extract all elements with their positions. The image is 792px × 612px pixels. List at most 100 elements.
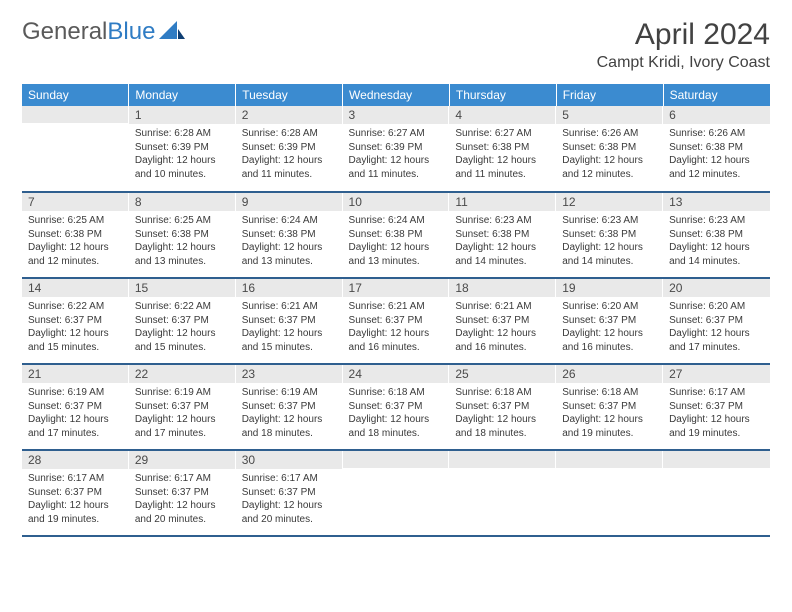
- day-detail: Sunrise: 6:19 AMSunset: 6:37 PMDaylight:…: [129, 383, 236, 444]
- day-number: 28: [22, 451, 129, 469]
- day-detail: Sunrise: 6:28 AMSunset: 6:39 PMDaylight:…: [236, 124, 343, 185]
- day-detail: Sunrise: 6:24 AMSunset: 6:38 PMDaylight:…: [343, 211, 450, 272]
- page-header: GeneralBlue April 2024 Campt Kridi, Ivor…: [22, 18, 770, 72]
- day-detail: Sunrise: 6:23 AMSunset: 6:38 PMDaylight:…: [449, 211, 556, 272]
- day-detail-line: Sunrise: 6:19 AM: [135, 386, 230, 400]
- day-detail-line: and 14 minutes.: [562, 255, 657, 269]
- day-detail-line: Daylight: 12 hours: [669, 241, 764, 255]
- day-detail-line: Sunset: 6:37 PM: [28, 486, 123, 500]
- day-detail-line: and 11 minutes.: [349, 168, 444, 182]
- day-number: 26: [556, 365, 663, 383]
- calendar-day-cell: 28Sunrise: 6:17 AMSunset: 6:37 PMDayligh…: [22, 450, 129, 536]
- weekday-header: Saturday: [663, 84, 770, 106]
- day-number: 22: [129, 365, 236, 383]
- calendar-day-cell: 12Sunrise: 6:23 AMSunset: 6:38 PMDayligh…: [556, 192, 663, 278]
- day-detail-line: Daylight: 12 hours: [349, 413, 444, 427]
- day-number: 19: [556, 279, 663, 297]
- day-number: 9: [236, 193, 343, 211]
- day-detail-line: Daylight: 12 hours: [455, 327, 550, 341]
- day-detail-line: and 12 minutes.: [28, 255, 123, 269]
- month-title: April 2024: [597, 18, 770, 52]
- day-detail-line: and 17 minutes.: [669, 341, 764, 355]
- day-number: 27: [663, 365, 770, 383]
- day-detail-line: Sunset: 6:38 PM: [669, 141, 764, 155]
- day-detail: Sunrise: 6:27 AMSunset: 6:38 PMDaylight:…: [449, 124, 556, 185]
- day-detail-line: Sunrise: 6:21 AM: [242, 300, 337, 314]
- calendar-day-cell: 10Sunrise: 6:24 AMSunset: 6:38 PMDayligh…: [343, 192, 450, 278]
- day-detail-line: Sunset: 6:37 PM: [242, 314, 337, 328]
- day-detail-line: Sunrise: 6:24 AM: [242, 214, 337, 228]
- day-detail-line: Daylight: 12 hours: [562, 327, 657, 341]
- day-detail: [556, 468, 663, 475]
- day-detail-line: Sunrise: 6:18 AM: [562, 386, 657, 400]
- day-number: [343, 451, 450, 468]
- day-detail-line: Sunrise: 6:17 AM: [135, 472, 230, 486]
- day-detail-line: Sunset: 6:38 PM: [455, 228, 550, 242]
- day-detail-line: and 13 minutes.: [349, 255, 444, 269]
- calendar-day-cell: [663, 450, 770, 536]
- day-detail-line: and 13 minutes.: [135, 255, 230, 269]
- day-detail: Sunrise: 6:26 AMSunset: 6:38 PMDaylight:…: [556, 124, 663, 185]
- brand-part2: Blue: [107, 18, 155, 46]
- day-number: 8: [129, 193, 236, 211]
- calendar-day-cell: [556, 450, 663, 536]
- day-number: 29: [129, 451, 236, 469]
- day-detail-line: Daylight: 12 hours: [28, 413, 123, 427]
- day-detail-line: and 15 minutes.: [28, 341, 123, 355]
- day-number: 3: [343, 106, 450, 124]
- day-detail-line: and 11 minutes.: [455, 168, 550, 182]
- day-detail-line: Sunrise: 6:18 AM: [455, 386, 550, 400]
- day-detail-line: Sunset: 6:39 PM: [242, 141, 337, 155]
- day-detail-line: Sunrise: 6:27 AM: [455, 127, 550, 141]
- calendar-day-cell: 25 Sunrise: 6:18 AMSunset: 6:37 PMDayligh…: [449, 364, 556, 450]
- day-detail: Sunrise: 6:22 AMSunset: 6:37 PMDaylight:…: [129, 297, 236, 358]
- day-number: 15: [129, 279, 236, 297]
- calendar-day-cell: [22, 106, 129, 192]
- day-detail-line: Daylight: 12 hours: [135, 154, 230, 168]
- day-detail-line: Sunset: 6:37 PM: [455, 400, 550, 414]
- calendar-day-cell: 1Sunrise: 6:28 AMSunset: 6:39 PMDaylight…: [129, 106, 236, 192]
- day-detail: [343, 468, 450, 475]
- day-detail-line: Daylight: 12 hours: [562, 413, 657, 427]
- calendar-day-cell: 6Sunrise: 6:26 AMSunset: 6:38 PMDaylight…: [663, 106, 770, 192]
- weekday-header: Wednesday: [343, 84, 450, 106]
- day-detail-line: Daylight: 12 hours: [28, 499, 123, 513]
- day-detail-line: Daylight: 12 hours: [455, 413, 550, 427]
- calendar-day-cell: 23Sunrise: 6:19 AMSunset: 6:37 PMDayligh…: [236, 364, 343, 450]
- day-detail-line: Sunrise: 6:19 AM: [28, 386, 123, 400]
- day-detail-line: Daylight: 12 hours: [135, 499, 230, 513]
- day-detail: [22, 123, 129, 130]
- day-detail-line: Sunset: 6:37 PM: [28, 314, 123, 328]
- day-detail-line: and 17 minutes.: [28, 427, 123, 441]
- day-detail: Sunrise: 6:17 AMSunset: 6:37 PMDaylight:…: [663, 383, 770, 444]
- day-number: 10: [343, 193, 450, 211]
- day-detail-line: Daylight: 12 hours: [669, 327, 764, 341]
- day-detail-line: and 14 minutes.: [455, 255, 550, 269]
- calendar-day-cell: 24Sunrise: 6:18 AMSunset: 6:37 PMDayligh…: [343, 364, 450, 450]
- day-detail-line: Sunset: 6:37 PM: [562, 314, 657, 328]
- day-detail-line: Daylight: 12 hours: [242, 413, 337, 427]
- day-detail-line: Sunrise: 6:20 AM: [669, 300, 764, 314]
- logo-sail-icon: [159, 18, 185, 46]
- day-number: 16: [236, 279, 343, 297]
- day-detail-line: and 19 minutes.: [28, 513, 123, 527]
- day-detail: Sunrise: 6:19 AMSunset: 6:37 PMDaylight:…: [236, 383, 343, 444]
- day-number: 25: [449, 365, 556, 383]
- weekday-header: Tuesday: [236, 84, 343, 106]
- day-detail: Sunrise: 6:20 AMSunset: 6:37 PMDaylight:…: [556, 297, 663, 358]
- calendar-day-cell: 4Sunrise: 6:27 AMSunset: 6:38 PMDaylight…: [449, 106, 556, 192]
- day-detail-line: and 18 minutes.: [455, 427, 550, 441]
- day-detail: Sunrise: 6:21 AMSunset: 6:37 PMDaylight:…: [449, 297, 556, 358]
- calendar-day-cell: 19Sunrise: 6:20 AMSunset: 6:37 PMDayligh…: [556, 278, 663, 364]
- day-detail-line: and 13 minutes.: [242, 255, 337, 269]
- calendar-week-row: 7Sunrise: 6:25 AMSunset: 6:38 PMDaylight…: [22, 192, 770, 278]
- calendar-day-cell: 13Sunrise: 6:23 AMSunset: 6:38 PMDayligh…: [663, 192, 770, 278]
- day-detail: Sunrise: 6:22 AMSunset: 6:37 PMDaylight:…: [22, 297, 129, 358]
- day-detail: Sunrise: 6:25 AMSunset: 6:38 PMDaylight:…: [22, 211, 129, 272]
- day-detail-line: Daylight: 12 hours: [455, 241, 550, 255]
- day-detail-line: Sunset: 6:37 PM: [135, 314, 230, 328]
- day-detail-line: Sunset: 6:37 PM: [349, 314, 444, 328]
- calendar-body: 1Sunrise: 6:28 AMSunset: 6:39 PMDaylight…: [22, 106, 770, 536]
- calendar-day-cell: 26Sunrise: 6:18 AMSunset: 6:37 PMDayligh…: [556, 364, 663, 450]
- day-detail-line: Sunset: 6:38 PM: [28, 228, 123, 242]
